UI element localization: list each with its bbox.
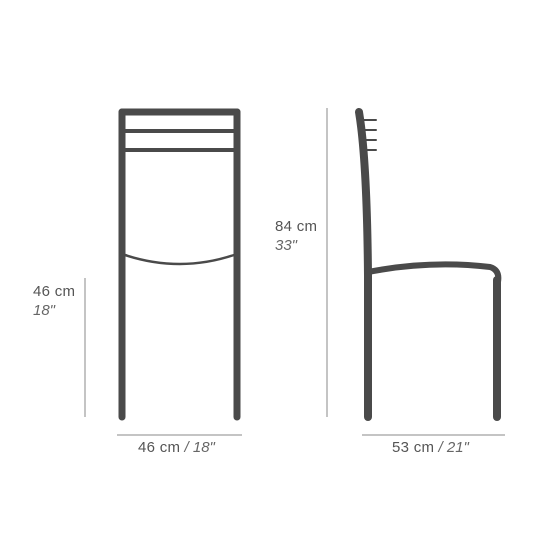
imperial-value: 33" <box>275 237 317 256</box>
chair-side-view <box>359 112 498 417</box>
imperial-value: 18" <box>33 302 75 321</box>
metric-value: 46 cm <box>33 283 75 302</box>
front-width-label: 46 cm / 18" <box>138 438 215 458</box>
side-depth-label: 53 cm / 21" <box>392 438 469 458</box>
separator: / <box>434 439 447 456</box>
metric-value: 53 cm <box>392 439 434 456</box>
metric-value: 84 cm <box>275 218 317 237</box>
guide-lines <box>85 108 505 435</box>
front-seat-height-label: 46 cm 18" <box>33 283 75 321</box>
side-height-label: 84 cm 33" <box>275 218 317 256</box>
metric-value: 46 cm <box>138 439 180 456</box>
drawing-canvas <box>0 0 550 550</box>
imperial-value: 21" <box>447 439 469 456</box>
imperial-value: 18" <box>193 439 215 456</box>
chair-dimensions-diagram: { "diagram": { "type": "technical-drawin… <box>0 0 550 550</box>
chair-front-view <box>122 112 237 417</box>
separator: / <box>180 439 193 456</box>
